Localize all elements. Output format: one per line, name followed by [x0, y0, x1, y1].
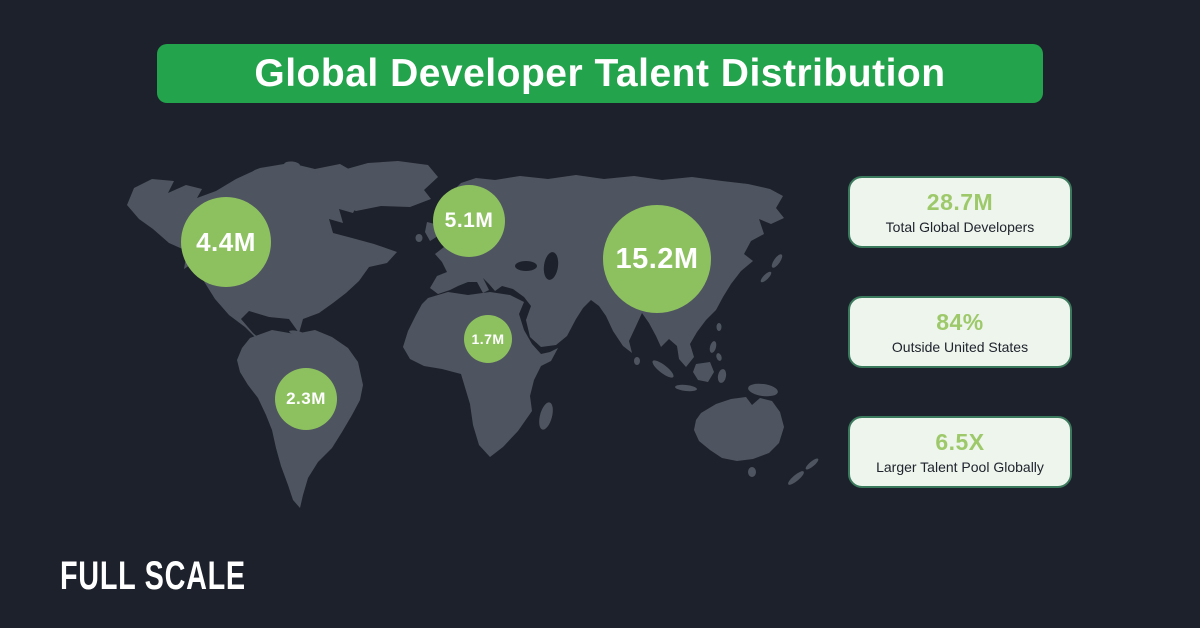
bubble-value-label: 5.1M — [444, 209, 494, 232]
map-bubble-north-america: 4.4M — [181, 197, 271, 287]
continent-australia — [694, 397, 784, 461]
stat-value: 84% — [936, 308, 984, 335]
map-bubble-asia: 15.2M — [603, 205, 711, 313]
black-sea — [515, 261, 537, 271]
map-bubble-south-america: 2.3M — [275, 368, 337, 430]
island-new-zealand — [805, 458, 819, 470]
continent-africa — [403, 292, 558, 457]
stat-value: 28.7M — [926, 188, 994, 215]
title-banner: Global Developer Talent Distribution — [157, 44, 1043, 103]
stat-card-total-developers: 28.7M Total Global Developers — [848, 176, 1072, 248]
fullscale-logo: FULL SCALE — [60, 554, 246, 598]
bubble-value-label: 1.7M — [471, 331, 505, 347]
island-japan — [771, 254, 783, 268]
stat-card-talent-pool: 6.5X Larger Talent Pool Globally — [848, 416, 1072, 488]
stat-label: Outside United States — [891, 339, 1029, 356]
stat-value: 6.5X — [935, 428, 985, 455]
stat-label: Larger Talent Pool Globally — [876, 459, 1044, 476]
page-title: Global Developer Talent Distribution — [254, 51, 946, 95]
bubble-value-label: 15.2M — [615, 242, 699, 275]
island-madagascar — [539, 402, 553, 430]
bubble-value-label: 2.3M — [286, 389, 326, 408]
map-bubble-africa: 1.7M — [464, 315, 512, 363]
stat-card-outside-us: 84% Outside United States — [848, 296, 1072, 368]
bubble-value-label: 4.4M — [196, 226, 256, 257]
caspian-sea — [543, 252, 559, 280]
stat-label: Total Global Developers — [885, 219, 1035, 236]
map-bubble-europe: 5.1M — [433, 185, 505, 257]
